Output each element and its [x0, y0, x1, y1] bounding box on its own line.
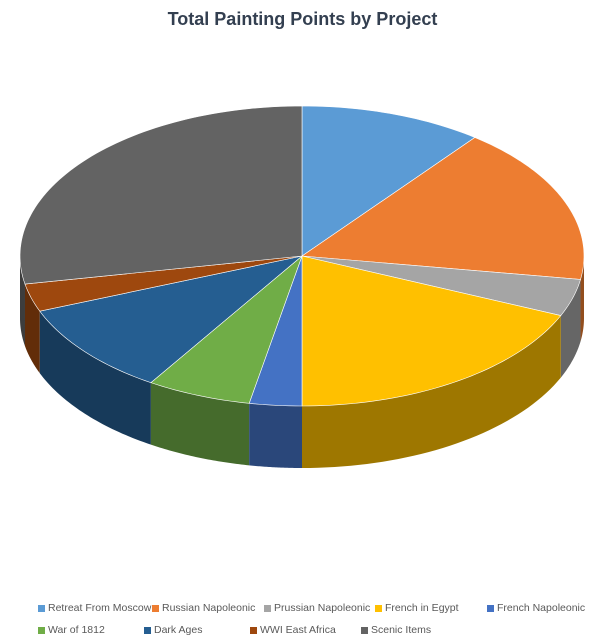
legend-swatch [144, 626, 151, 634]
legend-swatch [152, 604, 159, 612]
pie-slice-side [302, 315, 561, 468]
legend-swatch [361, 626, 368, 634]
legend-item: French Napoleonic [487, 602, 585, 614]
legend-item: Dark Ages [144, 624, 250, 636]
pie-slice-side [150, 382, 250, 466]
pie-chart [19, 105, 585, 468]
legend-swatch [487, 604, 494, 612]
legend-swatch [250, 626, 257, 634]
legend-swatch [38, 626, 45, 634]
legend-swatch [264, 604, 271, 612]
chart-legend: Retreat From Moscow Russian Napoleonic Pru… [38, 597, 598, 641]
pie-slice [301, 255, 562, 407]
pie-slice [39, 255, 303, 383]
legend-label: Russian Napoleonic [162, 602, 256, 614]
pie-slice-side [560, 279, 581, 378]
pie-slice-side [20, 256, 25, 347]
legend-row: War of 1812 Dark Ages WWI East Africa Sceni… [38, 619, 598, 641]
legend-label: French in Egypt [385, 602, 459, 614]
legend-label: Dark Ages [154, 624, 203, 636]
pie-slice [301, 137, 585, 280]
legend-row: Retreat From Moscow Russian Napoleonic Pru… [38, 597, 598, 619]
legend-item: WWI East Africa [250, 624, 361, 636]
legend-label: War of 1812 [48, 624, 105, 636]
legend-item: War of 1812 [38, 624, 144, 636]
pie-slice-side [39, 311, 151, 445]
legend-label: WWI East Africa [260, 624, 336, 636]
pie-slice [301, 105, 476, 257]
legend-swatch [38, 604, 45, 612]
legend-label: French Napoleonic [497, 602, 586, 614]
legend-item: Scenic Items [361, 624, 431, 636]
pie-slice [24, 255, 303, 312]
legend-label: Prussian Napoleonic [274, 602, 371, 614]
pie-slice [150, 255, 303, 404]
chart-title: Total Painting Points by Project [167, 9, 438, 29]
legend-item: Prussian Napoleonic [264, 602, 375, 614]
legend-label: Retreat From Moscow [48, 602, 152, 614]
pie-slice [301, 255, 581, 316]
legend-item: French in Egypt [375, 602, 487, 614]
legend-item: Russian Napoleonic [152, 602, 264, 614]
pie-slice-side [249, 403, 302, 468]
legend-swatch [375, 604, 382, 612]
legend-label: Scenic Items [371, 624, 432, 636]
pie-slice [19, 105, 303, 285]
legend-item: Retreat From Moscow [38, 602, 152, 614]
